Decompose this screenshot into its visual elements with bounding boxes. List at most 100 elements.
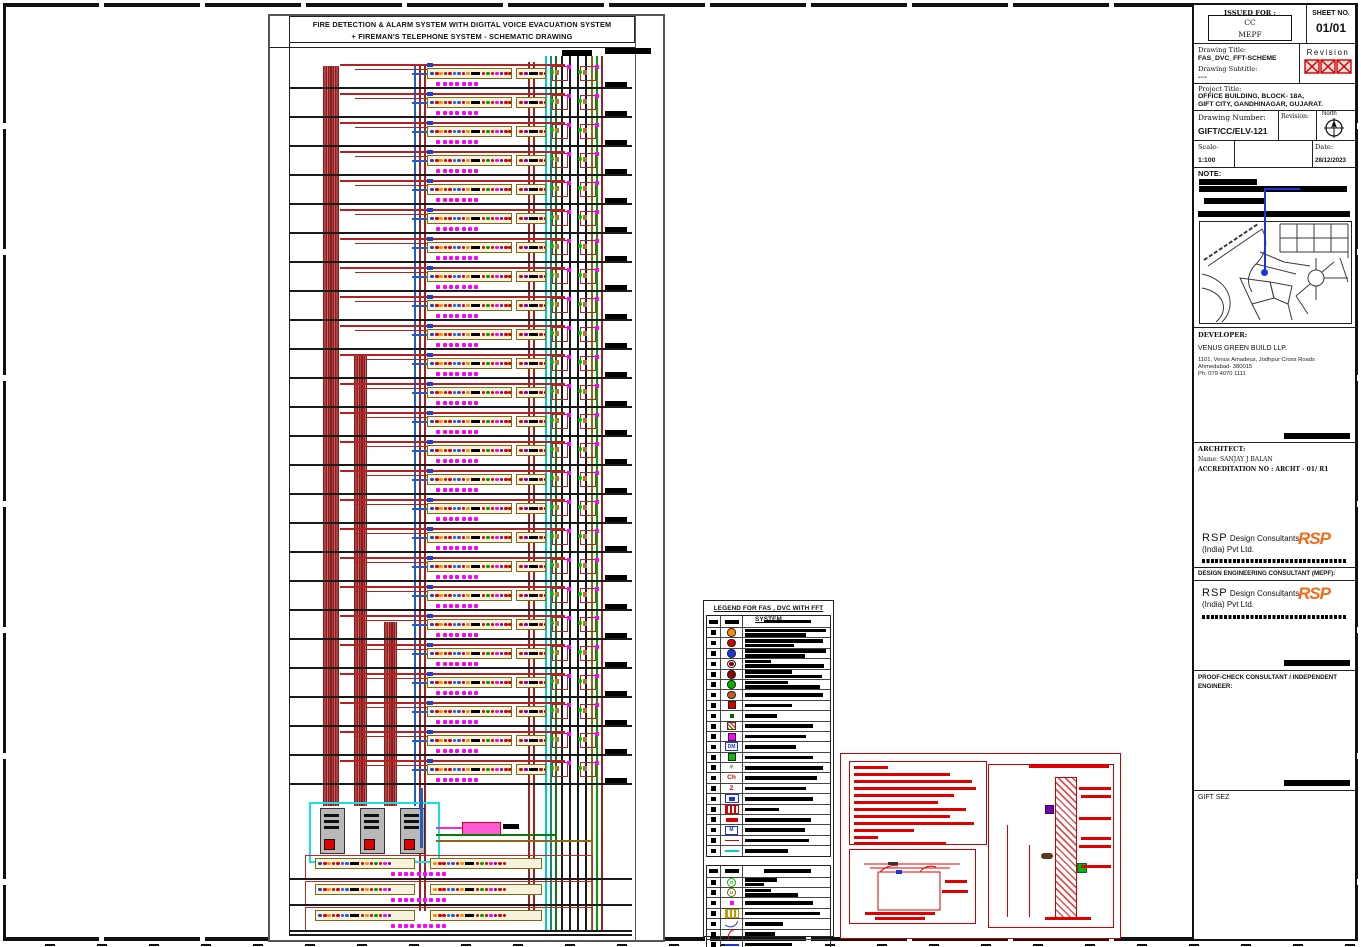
loop-wire-red (340, 93, 565, 95)
speaker-tap-icon (578, 621, 582, 625)
legend-row (707, 711, 830, 722)
speaker-row (435, 198, 480, 202)
device-rail-2 (516, 184, 546, 195)
sheet-no-label: SHEET NO. (1312, 10, 1350, 17)
detail-mounting-box (849, 849, 976, 924)
device-rail-2 (516, 300, 546, 311)
floor-line (289, 609, 632, 611)
riser-loop-a (550, 210, 571, 226)
speaker-row (435, 343, 480, 347)
speaker-row (435, 459, 480, 463)
rsp2-wordmark: RSP (1202, 587, 1228, 599)
legend-row (707, 648, 830, 660)
device-rail (427, 706, 512, 717)
stub-wire-blue (412, 421, 428, 423)
schematic-top-line (270, 47, 635, 48)
speaker-row (435, 285, 480, 289)
monitor-module-icon (427, 527, 433, 531)
location-map (1199, 221, 1352, 324)
telephone-jack-icon (555, 331, 559, 336)
rsp2-line2: (India) Pvt Ltd. (1202, 600, 1255, 609)
device-rail (427, 242, 512, 253)
device-rail (427, 590, 512, 601)
stub-wire-blue (412, 218, 428, 220)
fire-alarm-panel (320, 808, 345, 854)
map-leader-line-h (1264, 188, 1300, 190)
legend-row (707, 700, 830, 712)
proof-check-label1: PROOF-CHECK CONSULTANT / INDEPENDENT (1198, 674, 1337, 681)
junction-icon (595, 471, 599, 475)
call-point-icon (1045, 805, 1054, 814)
riser-loop-a (550, 152, 571, 168)
legend-row: O (707, 877, 830, 888)
speaker-tap-icon (550, 563, 554, 567)
junction-icon (595, 558, 599, 562)
speaker-row (390, 924, 447, 928)
speaker-tap-icon (550, 99, 554, 103)
glyph-legend-icon: Z (729, 784, 734, 792)
device-rail-2 (516, 155, 546, 166)
circle-legend-icon (727, 680, 736, 689)
legend-row (707, 794, 830, 805)
detail-note-bar (854, 787, 976, 791)
circle-legend-icon (727, 628, 736, 637)
rsp1-logo: RSP (1298, 529, 1331, 548)
loop-wire-red2 (355, 475, 440, 477)
rsp2-name: RSP Design Consultants (1202, 587, 1299, 599)
loop-wire-red2 (355, 504, 440, 506)
monitor-module-icon (427, 469, 433, 473)
speaker-tap-icon (578, 708, 582, 712)
junction-icon (567, 674, 571, 678)
riser-loop-b (578, 123, 599, 139)
device-rail (427, 416, 512, 427)
speaker-tap-icon (578, 99, 582, 103)
telephone-jack-icon (583, 389, 587, 394)
floor-line (289, 464, 632, 466)
device-rail-2 (516, 358, 546, 369)
floor-line (289, 87, 632, 89)
device-rail-2 (516, 474, 546, 485)
title-block: ISSUED FOR : CC MEPF SHEET NO. 01/01 Dra… (1192, 3, 1357, 941)
junction-icon (567, 239, 571, 243)
legend-desc-bar (745, 628, 826, 633)
floor-line (289, 522, 632, 524)
device-rail (427, 271, 512, 282)
riser-loop-a (550, 384, 571, 400)
telephone-jack-icon (555, 650, 559, 655)
floor-label-bar (605, 82, 627, 87)
legend-desc-bar (745, 703, 792, 708)
floor-label-bar (605, 749, 627, 754)
basement-row (270, 880, 635, 906)
monitor-module-icon (427, 730, 433, 734)
gift-sez-label: GIFT SEZ (1198, 794, 1230, 801)
floor-row (270, 729, 635, 758)
junction-icon (595, 210, 599, 214)
legend-header-row (707, 865, 830, 878)
circle-legend-icon (727, 670, 736, 679)
legend-desc-bar (745, 670, 792, 674)
riser-loop-a (550, 587, 571, 603)
floor-label-bar (605, 343, 627, 348)
loop-wire-red (340, 238, 565, 240)
drawing-number-value: GIFT/CC/ELV-121 (1198, 126, 1268, 136)
riser-loop-b (578, 210, 599, 226)
speaker-row (435, 140, 480, 144)
junction-icon (595, 181, 599, 185)
telephone-jack-icon (583, 592, 587, 597)
telephone-jack-icon (583, 273, 587, 278)
device-rail-2 (516, 648, 546, 659)
monitor-module-icon (427, 63, 433, 67)
telephone-jack-icon (583, 737, 587, 742)
speaker-tap-icon (550, 708, 554, 712)
legend-header-row (707, 616, 830, 628)
riser-loop-a (550, 181, 571, 197)
circle-legend-icon (727, 638, 736, 648)
rsp2-address-line (1202, 615, 1346, 619)
red-riser-line (424, 66, 426, 911)
legend-desc-bar (745, 786, 807, 791)
developer-addr2: Ahmedabad- 380015 (1198, 364, 1253, 370)
speaker-tap-icon (578, 505, 582, 509)
date-value: 28/12/2023 (1315, 157, 1346, 164)
device-rail-2 (430, 884, 542, 895)
riser-label-bar (562, 50, 592, 56)
